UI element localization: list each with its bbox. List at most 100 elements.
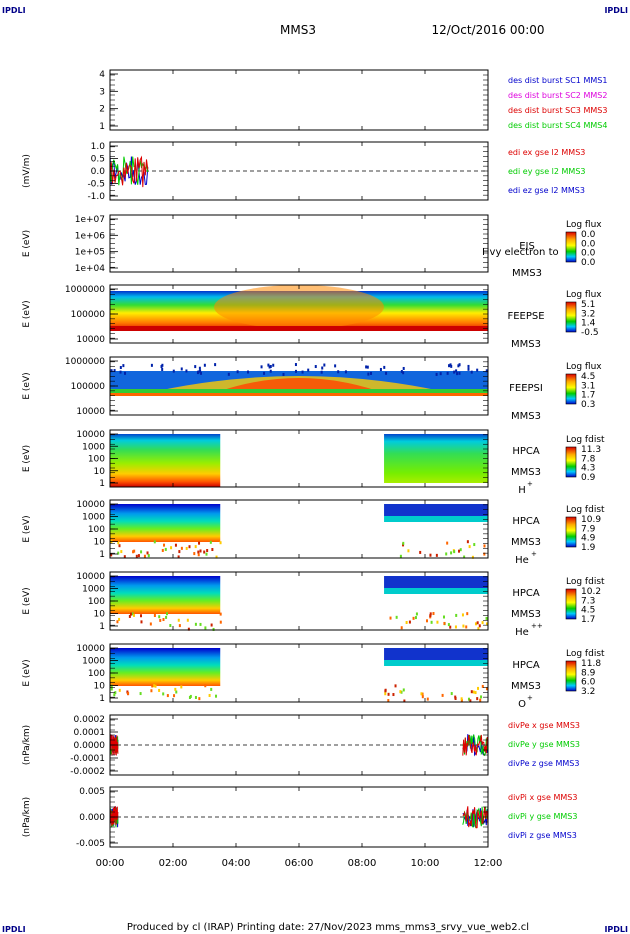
instrument-label: HPCA (512, 446, 540, 457)
feepsi-speckle (272, 363, 275, 367)
ion-speckle (204, 626, 207, 630)
ion-speckle (387, 692, 390, 696)
ion-speckle (161, 548, 164, 552)
ion-speckle (399, 690, 402, 694)
panel-divpi: 0.005 0.000 -0.005 (nPa/km) divPi x gse MMS3… (22, 786, 577, 849)
corner-tag-tr: IPDLI (604, 6, 628, 15)
x-tick-label: 04:00 (222, 858, 251, 869)
ion-speckle (455, 613, 458, 617)
spacecraft-label: MMS3 (512, 268, 542, 279)
colorbar-title: Log fdist (566, 649, 605, 659)
ion-speckle (420, 692, 423, 696)
ion-speckle (458, 549, 461, 553)
ion-speckle (177, 555, 180, 559)
y-tick-label: 0.0002 (74, 715, 106, 725)
ion-speckle (165, 612, 168, 616)
feepsi-speckle (467, 364, 470, 368)
y-tick-label: 1 (99, 550, 105, 560)
ion-speckle (206, 549, 209, 553)
feepsi-speckle (180, 367, 183, 371)
colorbar-tick-label: 4.5 (581, 606, 595, 616)
ion-speckle (426, 697, 429, 701)
x-tick-label: 08:00 (348, 858, 377, 869)
ion-speckle (139, 692, 142, 696)
ion-speckle (485, 616, 488, 620)
y-tick-label: 100 (88, 669, 105, 679)
ion-speckle (180, 685, 183, 689)
panel-edi: 1.0 0.5 0.0 -0.5 -1.0 (mV/m) edi ex gse l2 MMS… (22, 141, 586, 202)
panel-feepse: 1000000 100000 10000 E (eV) FEEPSE MMS3 Log fl… (22, 284, 602, 350)
y-tick-label: 10 (94, 467, 106, 477)
feepsi-speckle (268, 365, 271, 369)
y-tick-label: 10000 (76, 500, 105, 510)
y-tick-label: 10000 (76, 572, 105, 582)
feepsi-speckle (203, 363, 206, 367)
feepsi-speckle (124, 371, 127, 375)
instrument-label: HPCA (512, 588, 540, 599)
x-tick-label: 02:00 (159, 858, 188, 869)
feepsi-speckle (367, 372, 370, 376)
colorbar-tick-label: 7.8 (581, 454, 596, 464)
ion-speckle (432, 612, 435, 616)
overlay-label: Hvy electron to (482, 247, 559, 258)
y-tick-label: 1 (99, 122, 105, 132)
ion-speckle (209, 540, 212, 544)
ion-speckle (474, 622, 477, 626)
ion-speckle (466, 540, 469, 544)
ion-speckle (194, 695, 197, 699)
feepsi-band-green (110, 389, 488, 393)
ion-speckle (403, 699, 406, 703)
instrument-label: HPCA (512, 516, 540, 527)
ion-speckle (113, 693, 116, 697)
feepsi-speckle (457, 364, 460, 368)
ion-speckle (210, 687, 213, 691)
panel-feepsi: 1000000 100000 10000 E (eV) FEEPSI MMS3 Log fl… (22, 356, 602, 422)
feepsi-speckle (370, 371, 373, 375)
panel-hpca_he: 10000 1000 100 10 1 E (eV) HPCA MMS3 He+ Log fdis… (22, 499, 605, 566)
ion-speckle (429, 553, 432, 557)
ion-speckle (132, 550, 135, 554)
series-trace (109, 154, 149, 185)
legend-entry: edi ex gse l2 MMS3 (508, 148, 585, 157)
feepsi-speckle (446, 371, 449, 375)
ion-speckle (430, 620, 433, 624)
ion-speckle (461, 613, 464, 617)
legend-entry: divPe y gse MMS3 (508, 740, 580, 749)
instrument-label: EIS (519, 241, 535, 252)
colorbar-tick-label: 3.2 (581, 309, 595, 319)
feepsi-speckle (448, 364, 451, 368)
series-trace (109, 734, 119, 756)
corner-tag-tl: IPDLI (2, 6, 26, 15)
feepsi-speckle (365, 365, 368, 369)
spacecraft-label: MMS3 (511, 411, 541, 422)
ion-charge-label: + (527, 480, 533, 488)
spectrogram-hpca_h-late (384, 434, 488, 483)
feepsi-speckle (294, 369, 297, 373)
feepsi-speckle (450, 364, 453, 368)
y-axis-label: E (eV) (22, 445, 32, 472)
spacecraft-label: MMS3 (511, 339, 541, 350)
feepsi-speckle (119, 365, 122, 369)
ion-speckle (483, 544, 486, 548)
corner-tag-bl: IPDLI (2, 925, 26, 934)
y-tick-label: 1000 (82, 442, 105, 452)
ion-speckle (408, 620, 411, 624)
ion-speckle (140, 614, 143, 618)
y-tick-label: 4 (99, 70, 105, 80)
ion-speckle (454, 625, 457, 629)
ion-speckle (467, 697, 470, 701)
y-tick-label: 1 (99, 479, 105, 489)
x-tick-label: 10:00 (411, 858, 440, 869)
ion-speckle (215, 555, 218, 559)
feepsi-speckle (267, 363, 270, 367)
colorbar (565, 231, 577, 263)
colorbar-tick-label: 4.9 (581, 534, 596, 544)
legend-entry: divPi z gse MMS3 (508, 831, 577, 840)
ion-speckle (186, 618, 189, 622)
ion-speckle (399, 554, 402, 558)
legend-entry: des dist burst SC3 MMS3 (508, 106, 607, 115)
panel-frame (109, 69, 489, 131)
panels-group: 4 3 2 1 des dist burst SC1 MMS1 des dist burs… (22, 69, 607, 849)
legend-entry: des dist burst SC1 MMS1 (508, 76, 607, 85)
